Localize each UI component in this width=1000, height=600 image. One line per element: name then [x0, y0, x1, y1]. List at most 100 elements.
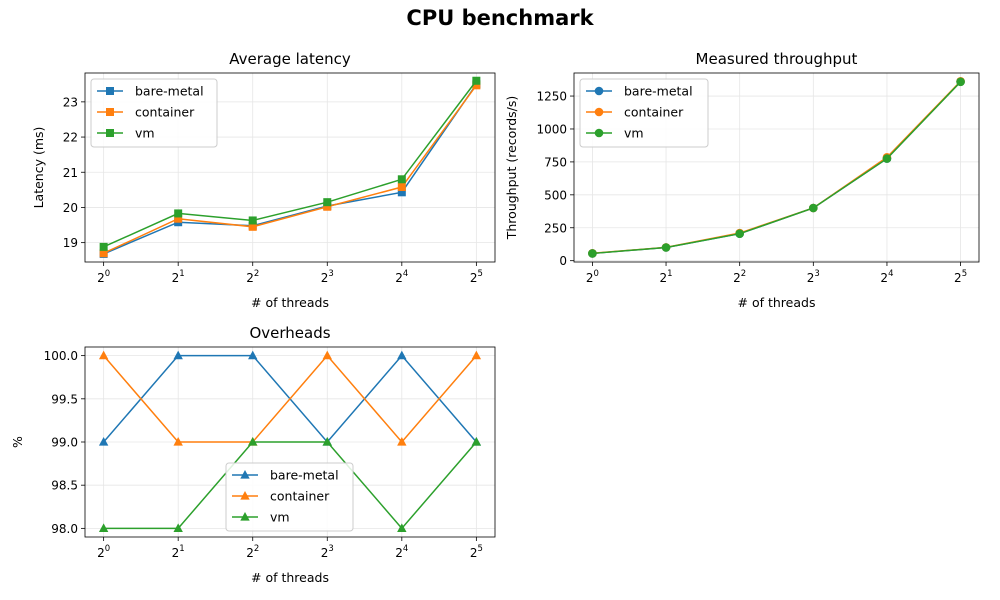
legend-label: container — [135, 105, 195, 120]
y-tick-label: 99.5 — [51, 392, 78, 406]
y-tick-label: 1000 — [536, 122, 567, 136]
chart-title: Average latency — [229, 50, 351, 68]
x-axis-label: # of threads — [738, 295, 816, 310]
y-tick-label: 100.0 — [44, 349, 78, 363]
legend-label: vm — [270, 510, 290, 525]
data-point-container — [248, 222, 257, 231]
y-tick-label: 98.5 — [51, 479, 78, 493]
data-point-vm — [588, 249, 597, 258]
data-point-vm — [397, 175, 406, 184]
data-point-container — [173, 437, 183, 446]
chart-panel-3: 20 21 22 23 24 25 98.0 98.5 99.0 99.5 100.0 Overhea… — [10, 324, 496, 585]
x-tick-label: 23 — [807, 269, 820, 285]
data-point-vm — [809, 203, 818, 213]
legend: bare-metal container vm — [579, 78, 709, 148]
data-point-vm — [173, 523, 183, 532]
data-point-vm — [174, 209, 183, 218]
y-axis-label: % — [10, 436, 25, 448]
x-tick-label: 22 — [246, 544, 259, 560]
legend: bare-metal container vm — [225, 462, 354, 532]
y-tick-label: 98.0 — [51, 522, 78, 536]
legend-swatch-marker — [106, 108, 114, 116]
y-tick-label: 99.0 — [51, 436, 78, 450]
x-tick-label: 22 — [246, 269, 259, 285]
legend-label: bare-metal — [624, 84, 693, 99]
legend-swatch-marker — [240, 491, 250, 500]
y-tick-label: 23 — [63, 95, 78, 109]
data-point-vm — [98, 523, 109, 532]
legend-box — [579, 78, 709, 148]
x-axis-label: # of threads — [251, 295, 329, 310]
y-tick-label: 21 — [63, 166, 78, 180]
data-point-container — [322, 350, 332, 360]
series-line-vm — [103, 441, 477, 530]
legend-label: container — [270, 489, 330, 504]
legend-label: bare-metal — [270, 468, 339, 483]
x-tick-label: 20 — [586, 269, 599, 285]
series-line-vm — [103, 80, 477, 248]
legend-label: bare-metal — [135, 84, 204, 99]
chart-panel-1: 20 21 22 23 24 25 19 20 21 22 23 Average latency # o… — [31, 50, 496, 310]
data-point-bare-metal — [397, 188, 406, 197]
legend-swatch-marker — [240, 512, 250, 521]
data-point-container — [323, 202, 332, 211]
y-tick-label: 19 — [63, 236, 78, 250]
data-point-vm — [248, 216, 257, 225]
x-tick-label: 25 — [470, 269, 483, 285]
data-point-vm — [472, 76, 481, 85]
data-point-container — [471, 350, 482, 360]
series-line-container — [103, 354, 477, 444]
y-tick-label: 1250 — [536, 90, 567, 104]
y-axis-label: Latency (ms) — [31, 127, 46, 209]
series-line-container — [103, 84, 477, 254]
data-point-container — [174, 214, 183, 223]
data-point-container — [397, 183, 406, 192]
data-point-vm — [882, 154, 892, 163]
x-tick-label: 22 — [733, 269, 746, 285]
x-tick-label: 24 — [880, 269, 893, 285]
chart-title: Overheads — [249, 324, 330, 342]
data-point-container — [99, 249, 108, 258]
y-tick-label: 22 — [63, 131, 78, 145]
data-point-vm — [322, 437, 332, 446]
data-point-bare-metal — [397, 350, 407, 360]
x-tick-label: 25 — [470, 544, 483, 560]
x-axis-label: # of threads — [251, 570, 329, 585]
data-point-vm — [99, 242, 108, 251]
data-point-container — [98, 350, 109, 360]
x-tick-label: 20 — [97, 544, 110, 560]
legend-label: vm — [624, 126, 644, 141]
y-tick-label: 500 — [544, 188, 567, 202]
legend-swatch-marker — [594, 107, 604, 117]
y-tick-label: 250 — [544, 221, 567, 235]
data-point-vm — [956, 77, 965, 87]
y-tick-label: 20 — [63, 201, 78, 215]
series-line-vm — [592, 81, 962, 255]
data-point-vm — [323, 198, 332, 207]
x-tick-label: 24 — [395, 544, 408, 560]
series-line-bare-metal — [103, 83, 477, 255]
x-tick-label: 24 — [395, 269, 408, 285]
y-tick-label: 750 — [544, 155, 567, 169]
x-tick-label: 21 — [172, 544, 185, 560]
data-point-vm — [397, 523, 407, 532]
legend-swatch-marker — [106, 87, 114, 95]
x-tick-label: 23 — [321, 544, 334, 560]
y-axis-label: Throughput (records/s) — [504, 96, 519, 241]
x-tick-label: 21 — [172, 269, 185, 285]
legend-swatch-marker — [106, 129, 114, 137]
data-point-vm — [471, 437, 482, 446]
x-tick-label: 25 — [954, 269, 967, 285]
data-point-vm — [248, 437, 258, 446]
data-point-vm — [661, 243, 671, 252]
data-point-container — [472, 81, 481, 90]
data-point-bare-metal — [98, 437, 109, 446]
x-tick-label: 23 — [321, 269, 334, 285]
data-point-container — [397, 437, 407, 446]
data-point-vm — [735, 229, 744, 238]
data-point-bare-metal — [248, 350, 258, 360]
y-tick-label: 0 — [559, 254, 567, 268]
